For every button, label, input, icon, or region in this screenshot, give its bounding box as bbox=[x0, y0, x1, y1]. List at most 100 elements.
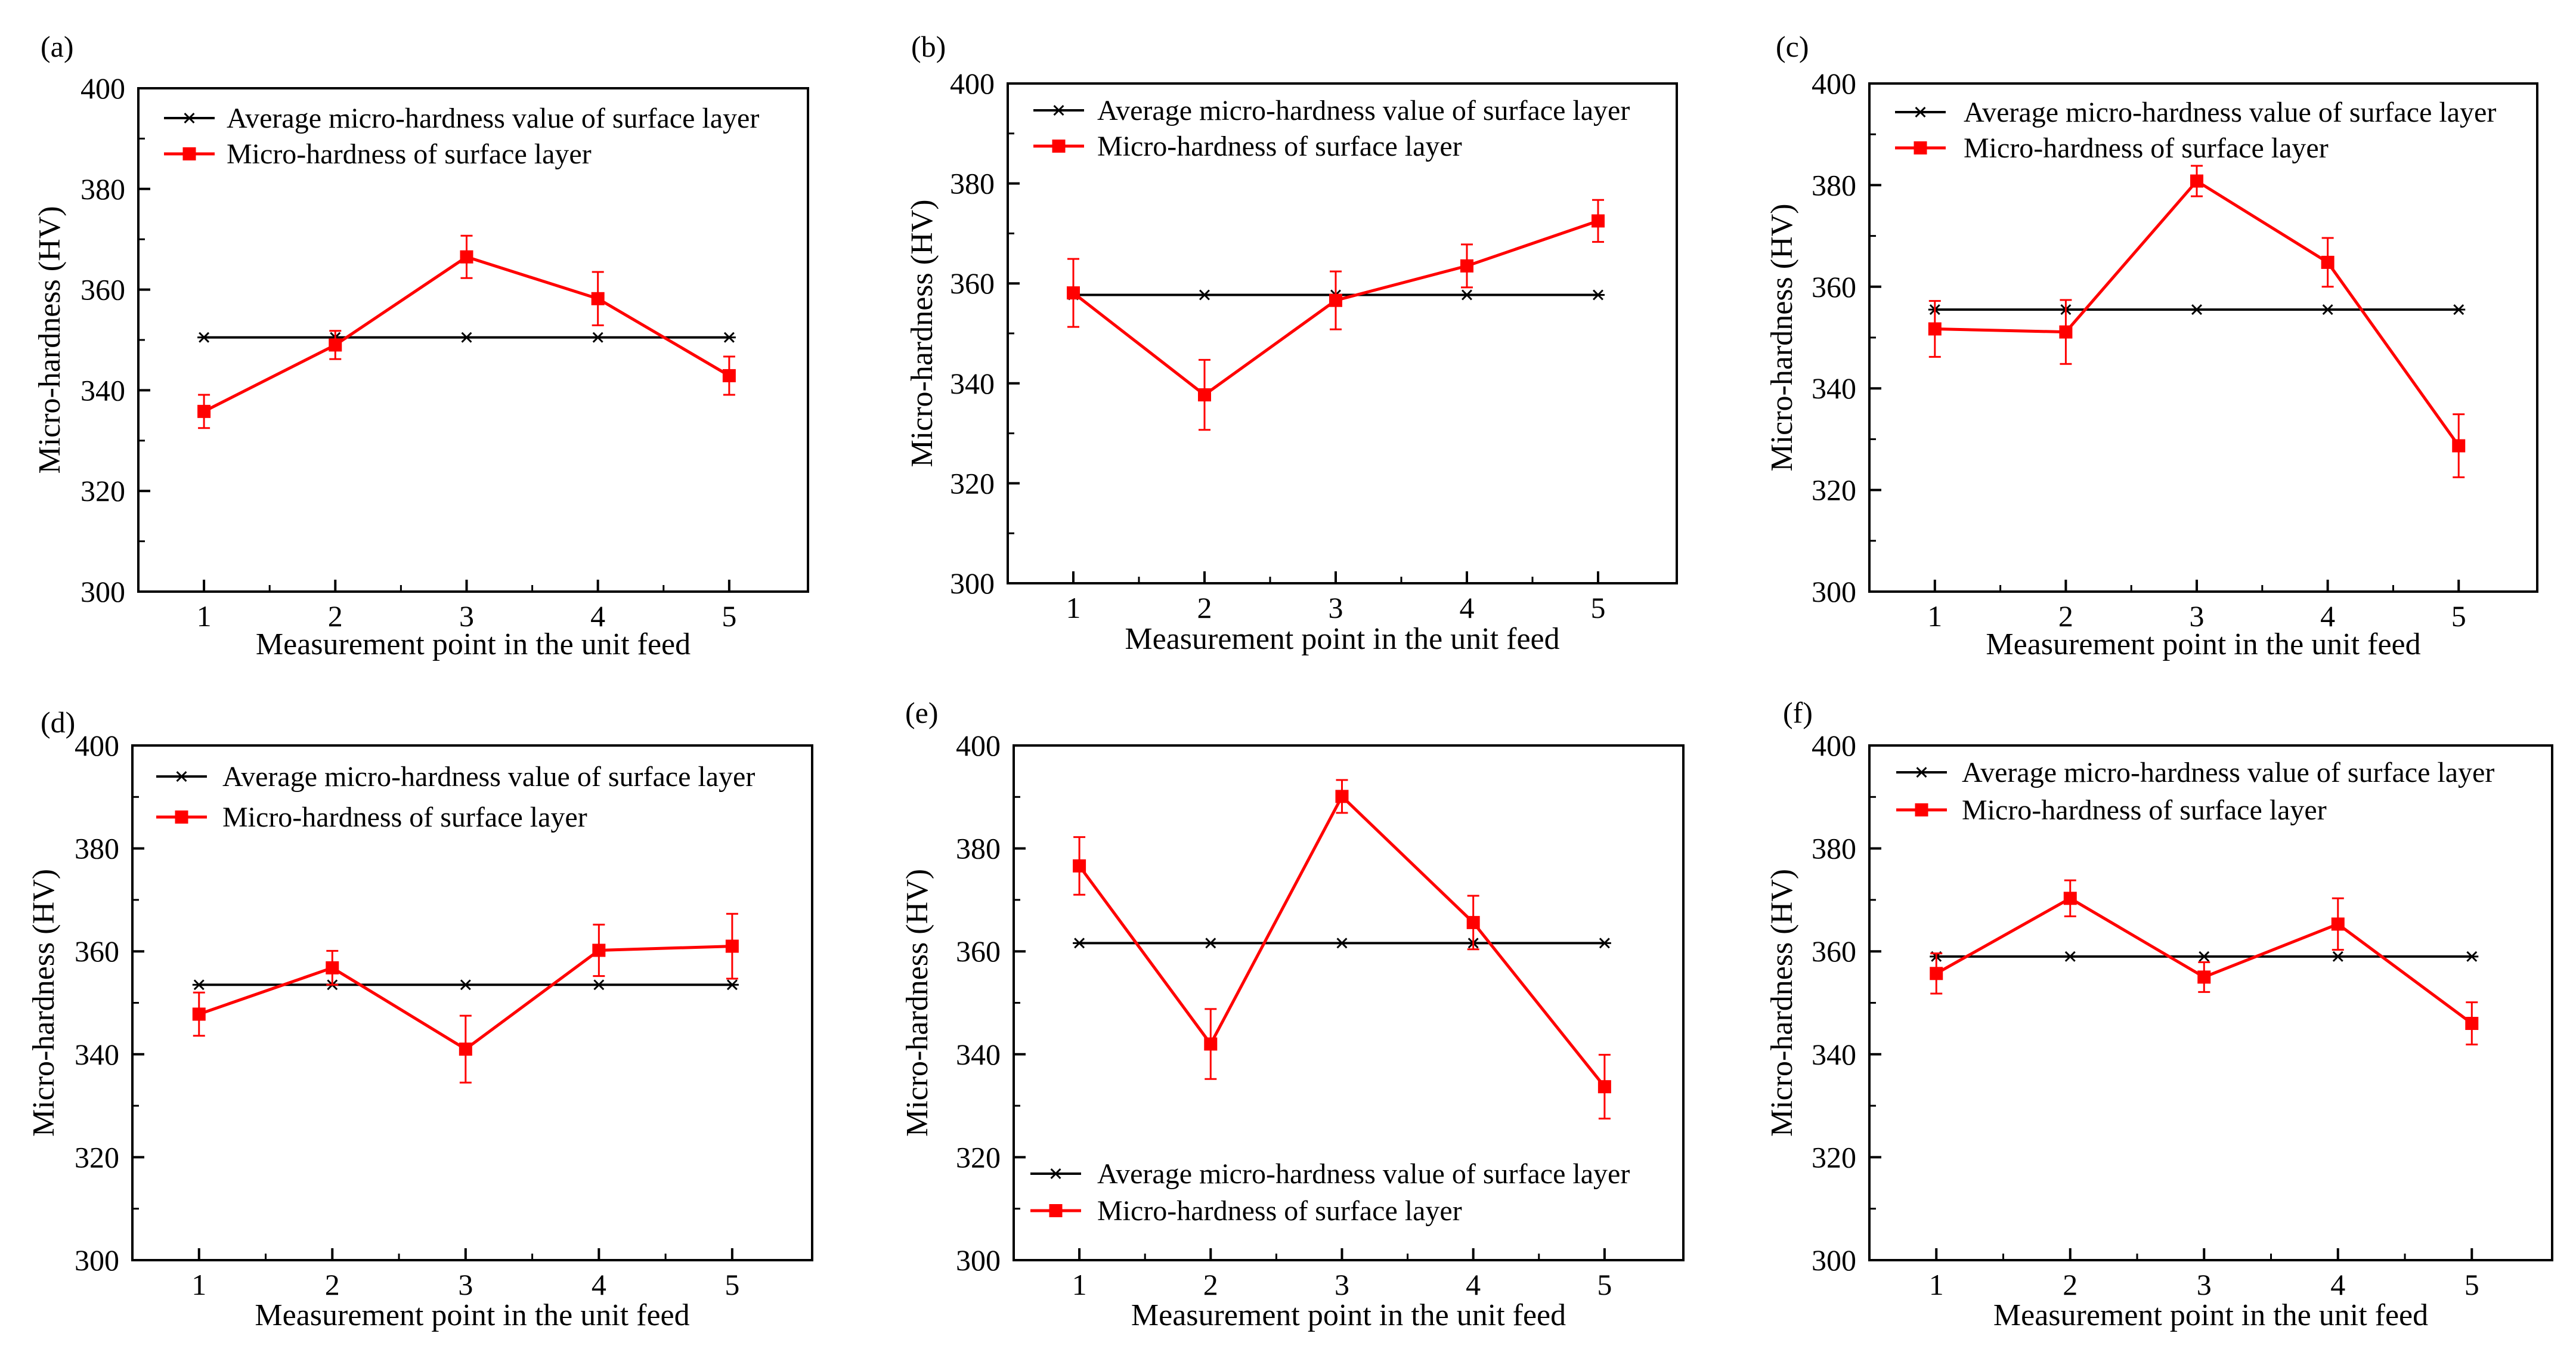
x-tick-label: 4 bbox=[1460, 591, 1475, 624]
legend-marker-asterisk-d2 bbox=[1050, 1168, 1061, 1179]
y-axis-title: Micro-hardness (HV) bbox=[33, 206, 67, 474]
y-tick-label: 320 bbox=[950, 466, 995, 500]
legend: Average micro-hardness value of surface … bbox=[1033, 95, 1630, 162]
data-point-square bbox=[2063, 892, 2077, 905]
panel-label: (c) bbox=[1776, 30, 1809, 63]
legend-label: Average micro-hardness value of surface … bbox=[1097, 1158, 1630, 1190]
y-tick-label: 380 bbox=[956, 832, 1001, 865]
panel-label: (a) bbox=[41, 30, 74, 63]
legend-label: Micro-hardness of surface layer bbox=[1964, 132, 2329, 164]
data-point-asterisk bbox=[2063, 951, 2077, 962]
panel-f: (f) 300 320 340 360 380 400 1 2 3 4 5 Measurement po… bbox=[1765, 696, 2553, 1332]
legend-marker-square bbox=[1915, 803, 1928, 816]
x-tick-label: 1 bbox=[191, 1268, 206, 1301]
data-point-square bbox=[1329, 293, 1342, 307]
data-point-square bbox=[1067, 286, 1080, 300]
data-point-asterisk bbox=[725, 979, 739, 991]
x-axis-title: Measurement point in the unit feed bbox=[1125, 622, 1559, 656]
data-point-square bbox=[459, 1042, 472, 1056]
legend-label: Average micro-hardness value of surface … bbox=[1964, 97, 2496, 128]
x-tick-label: 3 bbox=[458, 1268, 473, 1301]
y-tick-label: 360 bbox=[1812, 270, 1856, 304]
data-point-asterisk-d2 bbox=[1462, 289, 1472, 301]
data-point-asterisk bbox=[192, 979, 206, 991]
data-point-asterisk-d2 bbox=[460, 979, 471, 991]
legend: Average micro-hardness value of surface … bbox=[1895, 97, 2496, 164]
data-point-asterisk bbox=[2197, 951, 2211, 962]
panel-d: (d) 300 320 340 360 380 400 1 2 3 4 5 Measurement po… bbox=[27, 706, 813, 1332]
y-tick-label: 340 bbox=[75, 1038, 119, 1071]
y-tick-label: 360 bbox=[75, 935, 119, 968]
x-tick-label: 5 bbox=[1591, 591, 1606, 624]
data-point-asterisk-d2 bbox=[193, 979, 205, 991]
legend: Average micro-hardness value of surface … bbox=[164, 103, 759, 170]
data-point-asterisk-d2 bbox=[2453, 304, 2464, 315]
x-tick-label: 5 bbox=[724, 1268, 739, 1301]
data-point-asterisk-d2 bbox=[1199, 289, 1210, 301]
data-point-asterisk-d2 bbox=[199, 332, 210, 343]
y-tick-label: 360 bbox=[956, 935, 1001, 968]
y-tick-label: 340 bbox=[1812, 372, 1856, 405]
x-tick-label: 3 bbox=[459, 599, 474, 633]
x-tick-label: 2 bbox=[1197, 591, 1212, 624]
data-point-asterisk-d2 bbox=[2191, 304, 2203, 315]
series-micro-hardness bbox=[192, 912, 739, 1084]
data-point-asterisk bbox=[2321, 304, 2334, 315]
panel-label: (e) bbox=[905, 696, 939, 729]
legend-label: Average micro-hardness value of surface … bbox=[1097, 95, 1630, 126]
legend-label: Micro-hardness of surface layer bbox=[1097, 1195, 1462, 1227]
series-line bbox=[1934, 179, 2460, 447]
legend-marker-asterisk bbox=[1049, 1168, 1063, 1179]
y-tick-label: 360 bbox=[80, 273, 125, 307]
panel-label: (f) bbox=[1783, 696, 1813, 729]
data-point-square bbox=[1460, 259, 1473, 273]
data-point-square bbox=[2059, 325, 2073, 339]
data-point-square bbox=[1204, 1037, 1218, 1051]
data-point-asterisk-d2 bbox=[2332, 951, 2343, 962]
legend-marker-asterisk-d2 bbox=[176, 771, 187, 782]
panel-label: (d) bbox=[41, 706, 75, 739]
legend-marker-asterisk bbox=[1915, 767, 1928, 778]
data-point-asterisk bbox=[591, 332, 605, 343]
legend: Average micro-hardness value of surface … bbox=[1030, 1158, 1630, 1227]
data-point-asterisk bbox=[459, 979, 472, 991]
x-tick-label: 1 bbox=[1072, 1268, 1087, 1301]
data-point-asterisk-d2 bbox=[2199, 951, 2210, 962]
series-average bbox=[197, 332, 736, 343]
y-tick-label: 380 bbox=[1812, 168, 1856, 202]
data-point-asterisk-d2 bbox=[1593, 289, 1603, 301]
data-point-asterisk-d2 bbox=[723, 332, 735, 343]
x-tick-label: 1 bbox=[1066, 591, 1081, 624]
y-tick-label: 340 bbox=[950, 367, 995, 400]
x-tick-label: 5 bbox=[2464, 1268, 2479, 1301]
x-tick-label: 3 bbox=[2190, 599, 2205, 633]
data-point-asterisk bbox=[1592, 289, 1605, 301]
data-point-asterisk bbox=[460, 332, 473, 343]
x-tick-label: 3 bbox=[1335, 1268, 1349, 1301]
data-point-square bbox=[192, 1007, 206, 1021]
data-point-asterisk bbox=[2452, 304, 2466, 315]
y-tick-label: 300 bbox=[956, 1243, 1001, 1277]
legend-marker-asterisk bbox=[175, 771, 188, 782]
y-tick-label: 380 bbox=[950, 167, 995, 200]
x-tick-label: 2 bbox=[2063, 1268, 2077, 1301]
data-point-asterisk-d2 bbox=[592, 332, 603, 343]
data-point-square bbox=[725, 939, 739, 953]
x-axis-title: Measurement point in the unit feed bbox=[256, 627, 691, 661]
series-micro-hardness bbox=[1928, 165, 2466, 478]
y-axis-title: Micro-hardness (HV) bbox=[1765, 203, 1799, 471]
series-average bbox=[1930, 951, 2479, 962]
y-tick-label: 300 bbox=[75, 1243, 119, 1277]
data-point-square bbox=[591, 292, 605, 305]
y-tick-label: 400 bbox=[956, 729, 1001, 762]
y-tick-label: 300 bbox=[1812, 575, 1856, 608]
data-point-square bbox=[2197, 970, 2211, 984]
legend-label: Micro-hardness of surface layer bbox=[227, 138, 592, 170]
y-tick-label: 360 bbox=[950, 267, 995, 300]
y-axis-title: Micro-hardness (HV) bbox=[905, 199, 939, 467]
y-tick-label: 380 bbox=[80, 172, 125, 206]
x-axis-title: Measurement point in the unit feed bbox=[1986, 627, 2420, 661]
x-tick-label: 4 bbox=[590, 599, 605, 633]
data-point-asterisk-d2 bbox=[1074, 938, 1085, 949]
series-average bbox=[1928, 304, 2466, 315]
